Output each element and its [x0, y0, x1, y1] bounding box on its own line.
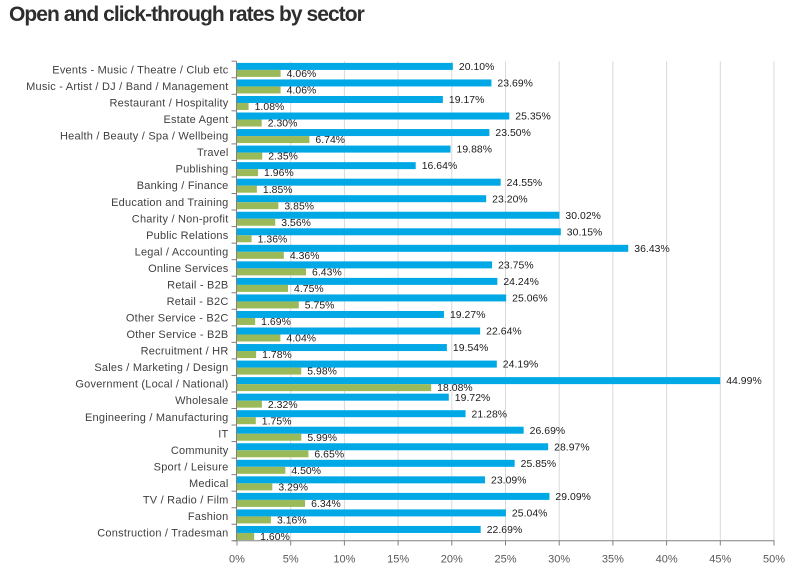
svg-text:Community: Community — [171, 445, 229, 457]
svg-text:6.34%: 6.34% — [311, 499, 341, 510]
svg-text:5%: 5% — [283, 554, 299, 566]
svg-text:4.36%: 4.36% — [290, 251, 320, 262]
svg-text:Government (Local / National): Government (Local / National) — [75, 379, 228, 391]
svg-text:19.72%: 19.72% — [455, 393, 491, 404]
svg-text:16.64%: 16.64% — [422, 161, 458, 172]
svg-text:TV / Radio / Film: TV / Radio / Film — [143, 494, 229, 506]
svg-text:Restaurant / Hospitality: Restaurant / Hospitality — [110, 98, 229, 110]
svg-text:25.04%: 25.04% — [512, 509, 548, 520]
svg-text:30%: 30% — [548, 554, 570, 566]
svg-text:3.85%: 3.85% — [284, 201, 314, 212]
svg-text:5.98%: 5.98% — [307, 367, 337, 378]
svg-text:Charity / Non-profit: Charity / Non-profit — [132, 213, 229, 225]
svg-text:4.50%: 4.50% — [291, 466, 321, 477]
svg-text:6.74%: 6.74% — [315, 135, 345, 146]
svg-text:30.02%: 30.02% — [565, 211, 601, 222]
svg-text:26.69%: 26.69% — [530, 426, 566, 437]
svg-text:25.06%: 25.06% — [512, 294, 548, 305]
svg-text:Sales / Marketing / Design: Sales / Marketing / Design — [94, 362, 228, 374]
svg-text:23.20%: 23.20% — [492, 194, 528, 205]
svg-text:18.08%: 18.08% — [437, 383, 473, 394]
svg-text:Fashion: Fashion — [188, 511, 229, 523]
svg-text:Publishing: Publishing — [176, 164, 229, 176]
svg-text:5.99%: 5.99% — [307, 433, 337, 444]
svg-text:28.97%: 28.97% — [554, 442, 590, 453]
svg-text:1.78%: 1.78% — [262, 350, 292, 361]
svg-text:19.17%: 19.17% — [449, 95, 485, 106]
svg-text:Medical: Medical — [189, 478, 228, 490]
svg-text:19.54%: 19.54% — [453, 343, 489, 354]
svg-text:5.75%: 5.75% — [305, 301, 335, 312]
svg-text:Travel: Travel — [197, 147, 228, 159]
svg-text:Other Service - B2C: Other Service - B2C — [126, 313, 229, 325]
svg-text:30.15%: 30.15% — [567, 227, 603, 238]
svg-text:23.75%: 23.75% — [498, 260, 534, 271]
svg-text:4.06%: 4.06% — [287, 86, 317, 97]
svg-text:35%: 35% — [602, 554, 624, 566]
svg-text:Retail - B2C: Retail - B2C — [167, 296, 229, 308]
svg-text:25.85%: 25.85% — [521, 459, 557, 470]
svg-text:Health / Beauty / Spa / Wellbe: Health / Beauty / Spa / Wellbeing — [60, 131, 228, 143]
svg-text:3.56%: 3.56% — [281, 218, 311, 229]
svg-text:2.30%: 2.30% — [268, 119, 298, 130]
svg-text:20%: 20% — [441, 554, 463, 566]
svg-text:19.88%: 19.88% — [457, 145, 493, 156]
svg-text:44.99%: 44.99% — [726, 376, 762, 387]
svg-text:Construction / Tradesman: Construction / Tradesman — [97, 528, 228, 540]
svg-text:15%: 15% — [387, 554, 409, 566]
svg-text:Sport / Leisure: Sport / Leisure — [154, 461, 229, 473]
svg-text:22.64%: 22.64% — [486, 327, 522, 338]
svg-text:Online Services: Online Services — [148, 263, 229, 275]
svg-text:24.55%: 24.55% — [507, 178, 543, 189]
svg-text:Engineering / Manufacturing: Engineering / Manufacturing — [85, 412, 229, 424]
svg-text:23.50%: 23.50% — [495, 128, 531, 139]
svg-text:Recruitment / HR: Recruitment / HR — [141, 346, 229, 358]
svg-text:23.69%: 23.69% — [497, 79, 533, 90]
svg-text:45%: 45% — [709, 554, 731, 566]
svg-text:Events - Music / Theatre / Clu: Events - Music / Theatre / Club etc — [52, 64, 229, 76]
svg-text:Retail - B2B: Retail - B2B — [167, 279, 228, 291]
svg-text:1.69%: 1.69% — [261, 317, 291, 328]
svg-text:40%: 40% — [656, 554, 678, 566]
svg-text:Education and Training: Education and Training — [111, 197, 228, 209]
svg-text:2.32%: 2.32% — [268, 400, 298, 411]
svg-text:21.28%: 21.28% — [472, 409, 508, 420]
svg-text:50%: 50% — [763, 554, 785, 566]
svg-text:IT: IT — [218, 428, 228, 440]
svg-text:Wholesale: Wholesale — [175, 395, 228, 407]
svg-text:4.06%: 4.06% — [287, 69, 317, 80]
svg-text:24.19%: 24.19% — [503, 360, 539, 371]
svg-text:Legal / Accounting: Legal / Accounting — [135, 246, 229, 258]
svg-text:Banking / Finance: Banking / Finance — [137, 180, 229, 192]
svg-text:Music - Artist / DJ / Band / M: Music - Artist / DJ / Band / Management — [26, 81, 228, 93]
svg-text:3.16%: 3.16% — [277, 516, 307, 527]
svg-text:2.35%: 2.35% — [268, 152, 298, 163]
svg-text:Public Relations: Public Relations — [146, 230, 229, 242]
svg-text:29.09%: 29.09% — [555, 492, 591, 503]
svg-text:Other Service - B2B: Other Service - B2B — [127, 329, 229, 341]
svg-text:10%: 10% — [333, 554, 355, 566]
svg-text:25.35%: 25.35% — [515, 112, 551, 123]
svg-text:1.36%: 1.36% — [258, 234, 288, 245]
svg-text:19.27%: 19.27% — [450, 310, 486, 321]
svg-text:1.60%: 1.60% — [260, 532, 290, 543]
svg-text:0%: 0% — [229, 554, 245, 566]
svg-text:36.43%: 36.43% — [634, 244, 670, 255]
svg-text:1.08%: 1.08% — [255, 102, 285, 113]
svg-text:24.24%: 24.24% — [503, 277, 539, 288]
svg-text:3.29%: 3.29% — [278, 482, 308, 493]
svg-text:1.85%: 1.85% — [263, 185, 293, 196]
svg-text:1.75%: 1.75% — [262, 416, 292, 427]
svg-text:4.04%: 4.04% — [286, 334, 316, 345]
svg-text:6.65%: 6.65% — [314, 449, 344, 460]
svg-text:Estate Agent: Estate Agent — [163, 114, 228, 126]
svg-text:6.43%: 6.43% — [312, 267, 342, 278]
svg-text:25%: 25% — [494, 554, 516, 566]
svg-text:22.69%: 22.69% — [487, 525, 523, 536]
svg-text:20.10%: 20.10% — [459, 62, 495, 73]
svg-text:23.09%: 23.09% — [491, 475, 527, 486]
svg-text:4.75%: 4.75% — [294, 284, 324, 295]
svg-text:1.96%: 1.96% — [264, 168, 294, 179]
